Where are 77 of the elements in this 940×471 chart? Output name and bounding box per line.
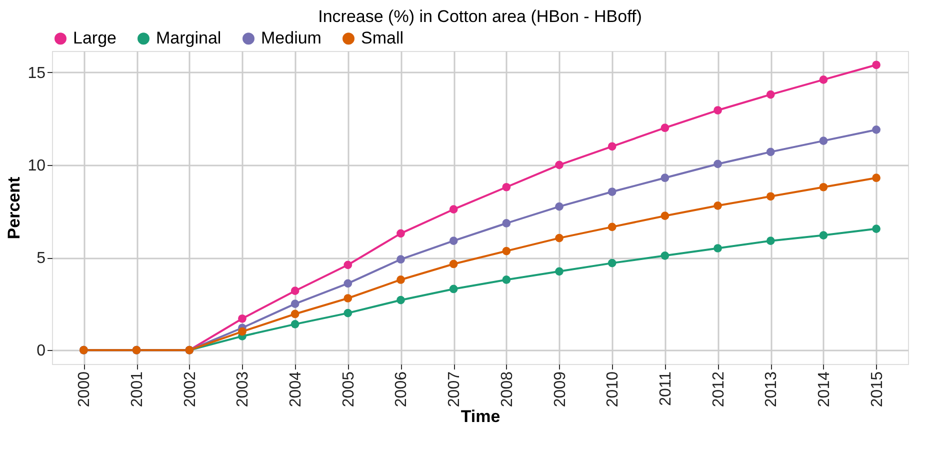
point xyxy=(608,258,616,268)
x-tick-label: 2015 xyxy=(868,371,886,408)
point xyxy=(344,294,352,302)
legend-label: Large xyxy=(73,28,116,48)
point xyxy=(344,308,352,318)
x-tick-label: 2009 xyxy=(552,371,569,408)
legend-label: Medium xyxy=(261,28,322,48)
point xyxy=(766,90,775,99)
point xyxy=(502,276,511,284)
point xyxy=(449,284,458,294)
chart-title: Increase (%) in Cotton area (HBon - HBoff) xyxy=(318,7,642,26)
point xyxy=(290,320,300,328)
point xyxy=(396,229,405,238)
point xyxy=(555,267,564,276)
legend-label: Small xyxy=(361,28,404,48)
x-tick-label: 2006 xyxy=(393,371,410,408)
point xyxy=(502,182,511,192)
x-tick-label: 2013 xyxy=(763,371,780,408)
x-tick-label: 2001 xyxy=(129,371,146,408)
y-tick-label: 0 xyxy=(36,342,46,360)
point xyxy=(344,260,352,270)
point xyxy=(714,106,722,114)
point xyxy=(660,124,670,132)
point xyxy=(290,300,300,308)
x-tick-label: 2010 xyxy=(604,371,622,408)
x-tick-label: 2003 xyxy=(234,371,252,408)
point xyxy=(660,174,670,182)
point xyxy=(396,276,405,284)
x-tick-label: 2008 xyxy=(498,371,516,408)
y-tick-label: 5 xyxy=(36,250,46,268)
x-tick-label: 2011 xyxy=(657,371,674,406)
x-tick-label: 2007 xyxy=(446,371,464,408)
point xyxy=(502,246,511,256)
point xyxy=(555,202,564,211)
point xyxy=(449,260,458,268)
point xyxy=(290,286,300,296)
point xyxy=(290,310,300,318)
x-tick-label: 2012 xyxy=(710,371,728,408)
point xyxy=(660,251,670,260)
point xyxy=(608,188,616,196)
point xyxy=(555,160,564,170)
point xyxy=(608,222,616,232)
y-axis-title: Percent xyxy=(4,176,24,240)
point xyxy=(872,174,880,182)
point xyxy=(238,327,246,336)
point xyxy=(238,314,246,323)
point xyxy=(819,182,828,192)
x-tick-label: 2002 xyxy=(182,371,199,408)
point xyxy=(396,296,405,304)
y-tick-label: 15 xyxy=(28,64,46,82)
x-tick-label: 2014 xyxy=(816,371,833,408)
x-axis-title: Time xyxy=(460,407,500,426)
point xyxy=(766,148,775,156)
point xyxy=(819,136,828,145)
legend-label: Marginal xyxy=(156,28,222,48)
point xyxy=(502,219,511,228)
point xyxy=(714,201,722,210)
point xyxy=(766,192,775,201)
point xyxy=(449,236,458,246)
point xyxy=(766,236,775,246)
point xyxy=(819,76,828,84)
point xyxy=(714,244,722,252)
point xyxy=(344,279,352,288)
point xyxy=(714,160,722,168)
point xyxy=(449,205,458,214)
point xyxy=(660,212,670,220)
point xyxy=(872,126,880,134)
point xyxy=(608,142,616,151)
point xyxy=(555,234,564,242)
point xyxy=(872,224,880,233)
x-tick-label: 2000 xyxy=(76,371,94,408)
point xyxy=(819,231,828,240)
x-tick-label: 2005 xyxy=(340,371,358,408)
x-tick-label: 2004 xyxy=(288,371,305,408)
y-tick-label: 10 xyxy=(28,157,46,174)
point xyxy=(872,60,880,70)
point xyxy=(396,255,405,264)
